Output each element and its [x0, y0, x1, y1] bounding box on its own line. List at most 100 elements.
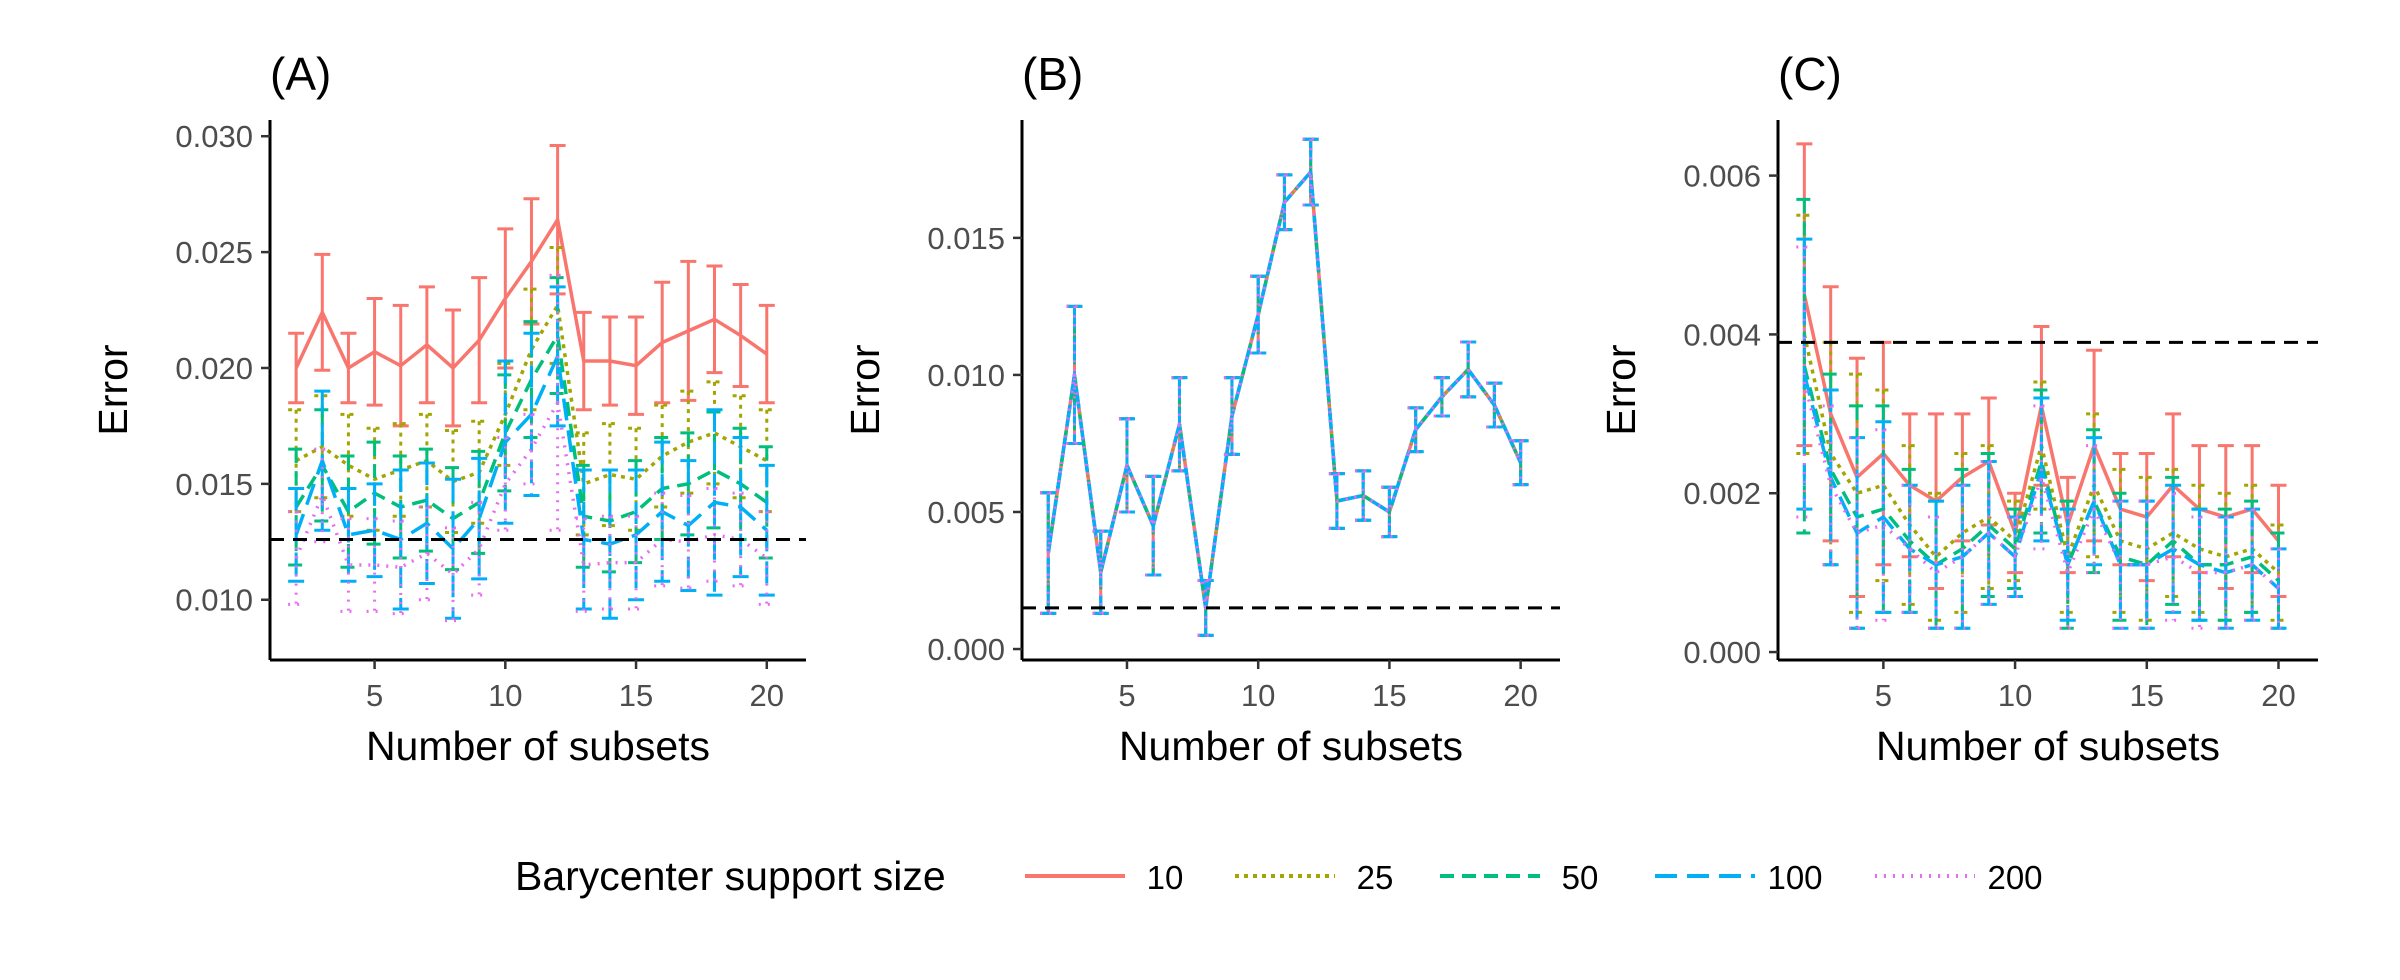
series-line	[295, 303, 768, 486]
error-bar	[340, 517, 357, 613]
x-tick-label: 10	[1241, 678, 1275, 713]
error-bar	[1822, 388, 1839, 567]
error-bar	[471, 500, 488, 597]
error-bar	[628, 514, 645, 611]
error-bar	[2059, 499, 2076, 630]
error-bar	[1223, 376, 1240, 456]
legend-item-200: 200	[1875, 859, 2043, 896]
legend-item-100: 100	[1655, 859, 1823, 896]
error-bar	[2244, 507, 2261, 622]
error-bar	[2217, 515, 2234, 630]
error-bar	[1901, 483, 1918, 614]
series-200	[288, 273, 775, 623]
y-tick-label: 0.000	[927, 632, 1005, 667]
error-bar	[706, 408, 723, 597]
error-bar	[2191, 515, 2208, 630]
y-tick-label: 0.020	[175, 351, 253, 386]
y-tick-label: 0.015	[175, 467, 253, 502]
y-axis-title: Error	[90, 344, 136, 435]
legend-label: 200	[1987, 859, 2042, 896]
error-bar	[758, 303, 775, 405]
error-bar	[1875, 428, 1892, 622]
legend-title: Barycenter support size	[515, 853, 946, 899]
panel-tag: (B)	[1022, 48, 1083, 100]
error-bar	[1118, 417, 1135, 514]
error-bar	[314, 447, 331, 544]
error-bar	[2165, 491, 2182, 622]
error-bar	[497, 436, 514, 532]
error-bar	[1796, 245, 1813, 519]
error-bar	[1486, 381, 1503, 429]
panel-tag: (A)	[270, 48, 331, 100]
x-tick-label: 20	[1503, 678, 1537, 713]
series-200	[1040, 137, 1529, 637]
y-tick-label: 0.002	[1683, 476, 1761, 511]
error-bar	[1954, 452, 1971, 614]
error-bar	[418, 461, 435, 586]
panel-2: (B) 5 10 15 20 0.000 0.005 0.010 0.015 Number of …	[842, 48, 1560, 769]
error-bar	[2112, 491, 2129, 622]
x-tick-label: 5	[1118, 678, 1135, 713]
error-bar	[2165, 483, 2182, 614]
x-tick-label: 15	[619, 678, 653, 713]
error-bar	[1407, 406, 1424, 454]
y-tick-label: 0.004	[1683, 317, 1761, 352]
error-bar	[1980, 459, 1997, 606]
x-tick-label: 15	[1372, 678, 1406, 713]
error-bar	[288, 331, 305, 405]
y-tick-label: 0.000	[1683, 635, 1761, 670]
x-tick-label: 20	[2261, 678, 2295, 713]
error-bar	[366, 517, 383, 613]
series-line	[294, 217, 768, 370]
legend-item-10: 10	[1025, 859, 1183, 896]
legend-item-50: 50	[1440, 859, 1598, 896]
error-bar	[523, 412, 540, 486]
panel-tag: (C)	[1778, 48, 1842, 100]
error-bar	[392, 519, 409, 616]
y-axis-title: Error	[842, 344, 888, 435]
y-tick-label: 0.015	[927, 221, 1005, 256]
error-bar	[2270, 547, 2287, 630]
panel-3: (C) 5 10 15 20 0.000 0.002 0.004 0.006 Number of …	[1598, 48, 2318, 769]
error-bar	[1171, 376, 1188, 473]
error-bar	[418, 505, 435, 602]
error-bar	[288, 510, 305, 606]
error-bar	[2086, 412, 2103, 559]
x-tick-label: 15	[2130, 678, 2164, 713]
error-bar	[1901, 483, 1918, 614]
error-bar	[1460, 340, 1477, 399]
error-bar	[1928, 499, 1945, 630]
error-bar	[575, 517, 592, 613]
series-100	[1796, 237, 2287, 630]
error-bar	[2138, 499, 2155, 630]
error-bar	[1197, 579, 1214, 637]
error-bar	[2270, 523, 2287, 622]
y-tick-label: 0.006	[1683, 159, 1761, 194]
error-bar	[445, 526, 462, 623]
panel-1: (A) 5 10 15 20 0.010 0.015 0.020 0.025 0.030 Numbe…	[90, 48, 806, 769]
legend-label: 100	[1767, 859, 1822, 896]
y-tick-label: 0.025	[175, 235, 253, 270]
x-axis-title: Number of subsets	[366, 723, 710, 769]
y-axis-title: Error	[1598, 344, 1644, 435]
error-bar	[366, 482, 383, 579]
legend-label: 25	[1357, 859, 1394, 896]
error-bar	[601, 514, 618, 611]
error-bar	[1433, 376, 1450, 418]
series-200	[1796, 245, 2287, 630]
error-bar	[1355, 469, 1372, 522]
x-tick-label: 5	[366, 678, 383, 713]
legend-label: 10	[1147, 859, 1184, 896]
x-tick-label: 10	[1998, 678, 2032, 713]
error-bar	[1901, 444, 1918, 606]
error-bar	[2007, 515, 2024, 598]
error-bar	[1381, 485, 1398, 539]
error-bar	[1928, 515, 1945, 630]
y-tick-label: 0.010	[175, 583, 253, 618]
error-bar	[1512, 439, 1529, 487]
error-bar	[1875, 420, 1892, 614]
error-bar	[2059, 515, 2076, 630]
x-tick-label: 5	[1875, 678, 1892, 713]
